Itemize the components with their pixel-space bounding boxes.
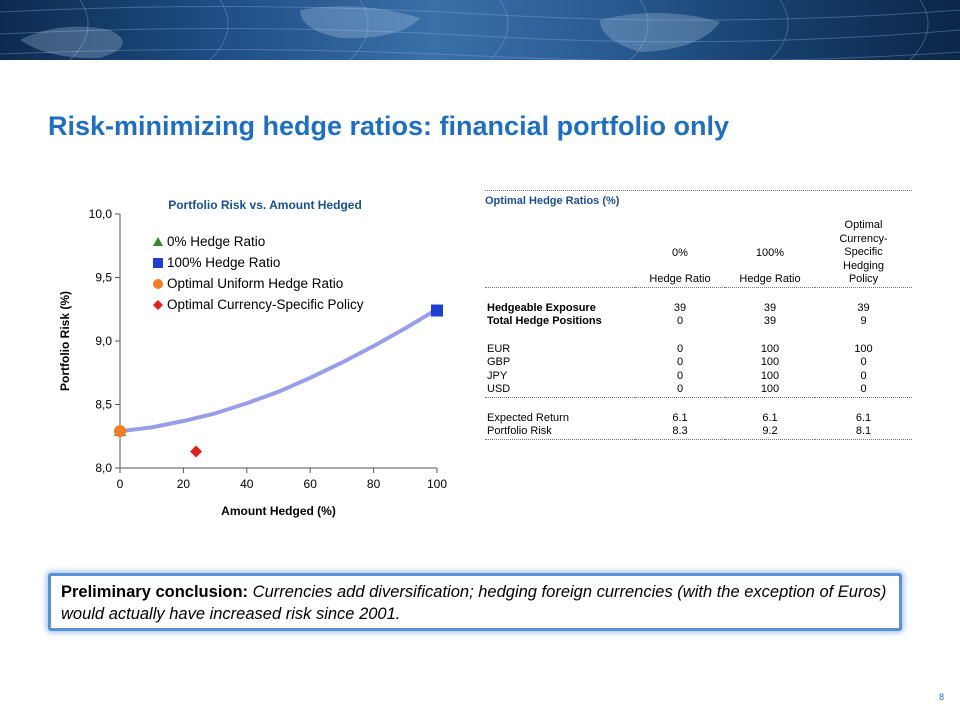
cell-value: 0	[815, 383, 912, 398]
cell-value: 0	[676, 315, 684, 327]
y-tick-label: 8,5	[95, 398, 112, 412]
hedge-ratio-table: Optimal Hedge Ratios (%) 0% Hedge Ratio 10…	[485, 190, 912, 440]
cell-value: 9	[860, 315, 867, 327]
cell-value	[635, 329, 725, 343]
x-tick-label: 80	[367, 477, 381, 491]
cell-value	[815, 329, 912, 343]
cell-value	[725, 287, 815, 302]
cell-value: 0	[676, 369, 684, 382]
y-axis-label: Portfolio Risk (%)	[58, 291, 72, 391]
risk-curve-line	[118, 307, 439, 434]
table-row: Portfolio Risk 8.3 9.2 8.1	[485, 425, 912, 440]
cell-value: 100	[760, 342, 780, 355]
column-header: Optimal Currency- Specific Hedging Policy	[815, 219, 912, 288]
row-label: JPY	[487, 369, 508, 382]
column-header	[485, 219, 635, 288]
x-tick-label: 20	[177, 477, 191, 491]
row-label: EUR	[487, 342, 511, 355]
cell-value: 100	[760, 356, 780, 368]
cell-value: 100	[854, 342, 873, 355]
cell-value: 0	[635, 383, 725, 398]
cell-value	[815, 287, 912, 302]
risk-chart: Portfolio Risk vs. Amount Hedged 8,0 8,5 9,…	[40, 185, 460, 525]
cell-value: 8.3	[635, 425, 725, 440]
y-tick-label: 8,0	[95, 461, 112, 475]
row-label: Portfolio Risk	[485, 425, 635, 440]
table-row: GBP 0 100 0	[485, 356, 912, 370]
legend-label: Optimal Currency-Specific Policy	[167, 297, 364, 312]
page-number: 8	[938, 692, 944, 702]
cell-value: 6.1	[762, 411, 778, 424]
column-header: 100% Hedge Ratio	[725, 219, 815, 288]
spacer-row	[485, 287, 912, 302]
row-label: Total Hedge Positions	[487, 315, 602, 327]
table-title: Optimal Hedge Ratios (%)	[485, 190, 912, 219]
legend-marker-circle	[153, 279, 163, 289]
cell-value: 6.1	[855, 411, 872, 424]
x-tick-label: 60	[304, 477, 318, 491]
spacer-row	[485, 397, 912, 412]
y-tick-label: 10,0	[89, 207, 113, 221]
conclusion-lead: Preliminary conclusion:	[61, 583, 249, 601]
table-row: Total Hedge Positions 0 39 9	[485, 315, 912, 329]
legend-marker-square	[153, 258, 163, 268]
x-tick-label: 40	[240, 477, 254, 491]
column-header: 0% Hedge Ratio	[635, 219, 725, 288]
table-row: USD 0 100 0	[485, 383, 912, 398]
data-point-diamond	[190, 445, 203, 458]
header-banner	[0, 0, 960, 60]
cell-value	[635, 287, 725, 302]
chart-title: Portfolio Risk vs. Amount Hedged	[168, 198, 362, 212]
cell-value	[725, 329, 815, 343]
table-row: Hedgeable Exposure 39 39 39	[485, 302, 912, 316]
y-tick-label: 9,5	[95, 271, 112, 285]
legend-marker-diamond	[153, 300, 163, 310]
data-point-circle	[114, 425, 126, 438]
row-label: USD	[485, 383, 635, 398]
hedge-table-grid: 0% Hedge Ratio 100% Hedge Ratio Optimal Curre…	[485, 219, 912, 440]
x-tick-label: 0	[117, 477, 124, 491]
legend-label: Optimal Uniform Hedge Ratio	[167, 276, 343, 291]
cell-value: 100	[725, 383, 815, 398]
cell-value	[815, 397, 912, 412]
legend-label: 100% Hedge Ratio	[167, 255, 280, 270]
banner-map-graphic	[0, 0, 960, 60]
row-label	[485, 329, 635, 343]
cell-value: 39	[857, 301, 870, 314]
cell-value: 0	[860, 356, 867, 368]
conclusion-box: Preliminary conclusion: Currencies add d…	[48, 573, 902, 631]
legend-label: 0% Hedge Ratio	[167, 234, 265, 249]
cell-value	[725, 397, 815, 412]
data-point-square	[431, 304, 443, 317]
x-axis-label: Amount Hedged (%)	[221, 504, 336, 518]
page-title: Risk-minimizing hedge ratios: financial …	[48, 111, 730, 141]
x-tick-label: 100	[427, 477, 447, 491]
y-tick-label: 9,0	[95, 334, 112, 348]
table-row: Expected Return 6.1 6.1 6.1	[485, 412, 912, 426]
cell-value	[635, 397, 725, 412]
table-row: JPY 0 100 0	[485, 370, 912, 384]
cell-value: 9.2	[725, 425, 815, 440]
cell-value: 39	[763, 315, 777, 327]
spacer-row	[485, 329, 912, 343]
conclusion-text: Currencies add diversification; hedging …	[61, 583, 887, 623]
cell-value: 100	[760, 369, 780, 382]
cell-value: 0	[860, 369, 867, 382]
row-label: Hedgeable Exposure	[487, 301, 596, 314]
cell-value: 8.1	[815, 425, 912, 440]
row-label	[485, 397, 635, 412]
chart-svg: Portfolio Risk vs. Amount Hedged 8,0 8,5 9,…	[58, 198, 447, 518]
cell-value: 39	[763, 301, 777, 314]
row-label: Expected Return	[487, 411, 569, 424]
cell-value: 0	[676, 356, 684, 368]
table-row: EUR 0 100 100	[485, 343, 912, 357]
row-label	[485, 287, 635, 302]
row-label: GBP	[487, 356, 511, 368]
cell-value: 6.1	[672, 411, 688, 424]
cell-value: 0	[676, 342, 684, 355]
legend-marker-triangle	[153, 237, 163, 246]
table-header-row: 0% Hedge Ratio 100% Hedge Ratio Optimal Curre…	[485, 219, 912, 288]
cell-value: 39	[673, 301, 687, 314]
